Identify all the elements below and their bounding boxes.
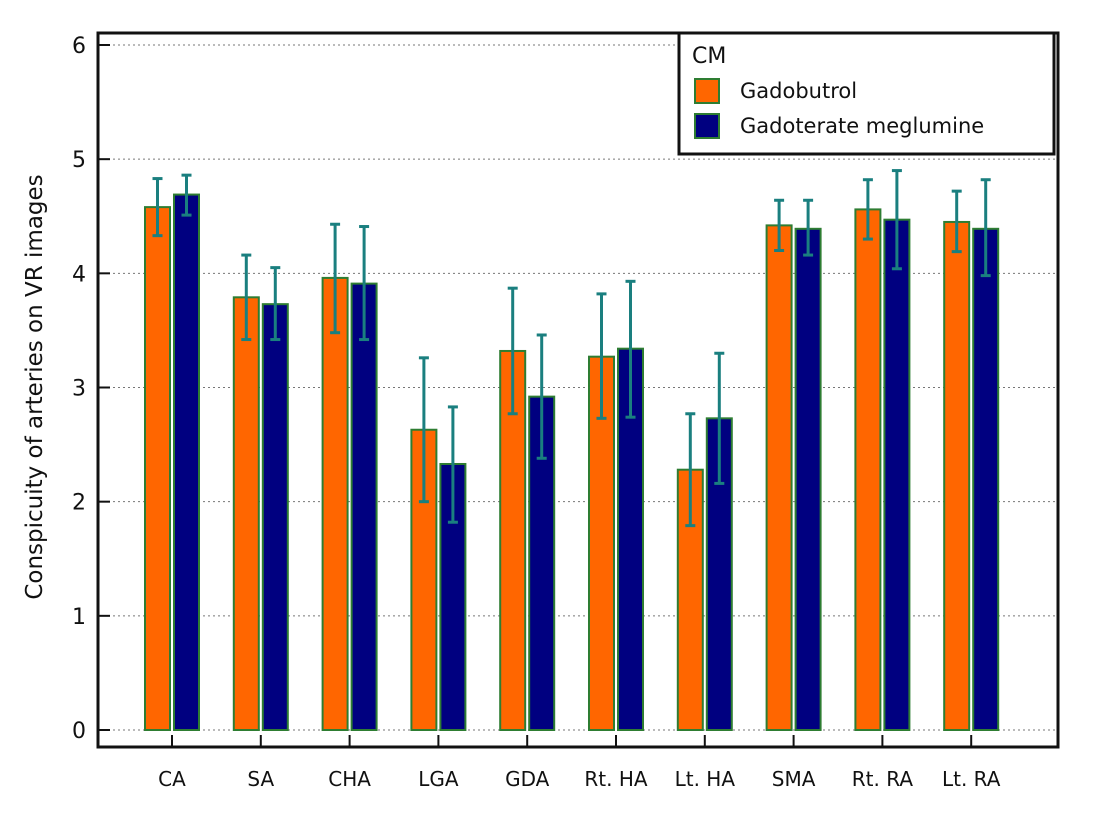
x-tick-labels: CA SA CHA LGA GDA Rt. HA Lt. HA SMA Rt. RA Lt. RA [158,767,1001,791]
bar-cha-series-0 [321,276,349,731]
x-tick-label-0: CA [158,767,186,791]
y-tick-label-2: 2 [72,491,86,516]
bar-ca-series-0 [144,206,171,732]
y-axis-label: Conspicuity of arteries on VR images [22,174,48,599]
legend-label-gadobutrol: Gadobutrol [740,79,857,103]
x-tick-label-2: CHA [328,767,371,791]
legend-swatch-gadoterate-meglumine [694,113,720,139]
plot-frame [96,31,1060,749]
bar-lt-ra-series-0 [943,220,971,731]
y-tick-label-0: 0 [72,719,86,744]
y-tick-label-6: 6 [72,34,86,59]
x-tick-label-6: Lt. HA [675,767,736,791]
x-tick-label-8: Rt. RA [852,767,914,791]
bars [144,193,1000,732]
y-tick-label-5: 5 [72,148,86,173]
legend: CM Gadobutrol Gadoterate meglumine [677,31,1056,156]
x-tick-label-3: LGA [418,767,459,791]
legend-swatch-gadobutrol [694,78,720,104]
axes [96,31,1060,749]
bar-rt-ra-series-1 [883,218,911,732]
y-tick-label-4: 4 [72,262,86,287]
bar-lt-ha-series-0 [676,468,704,731]
y-tick-label-3: 3 [72,377,86,402]
y-tick-label-1: 1 [72,605,86,630]
bar-sa-series-0 [232,296,260,731]
x-tick-label-9: Lt. RA [942,767,1001,791]
bar-sma-series-0 [765,224,793,731]
x-tick-label-4: GDA [505,767,550,791]
bar-ca-series-1 [173,193,200,731]
bar-cha-series-1 [350,282,378,731]
x-tick-label-7: SMA [772,767,816,791]
legend-box [677,31,1056,156]
bar-sma-series-1 [794,227,822,732]
bar-lt-ra-series-1 [972,227,1000,732]
x-tick-label-5: Rt. HA [584,767,647,791]
y-tick-labels: 0 1 2 3 4 5 6 [72,34,86,744]
legend-label-gadoterate-meglumine: Gadoterate meglumine [740,114,984,138]
error-bars [152,169,991,528]
bar-sa-series-1 [261,303,289,731]
bar-rt-ra-series-0 [854,208,882,731]
bar-lt-ha-series-1 [705,417,733,731]
x-tick-label-1: SA [247,767,274,791]
legend-title: CM [692,44,726,69]
